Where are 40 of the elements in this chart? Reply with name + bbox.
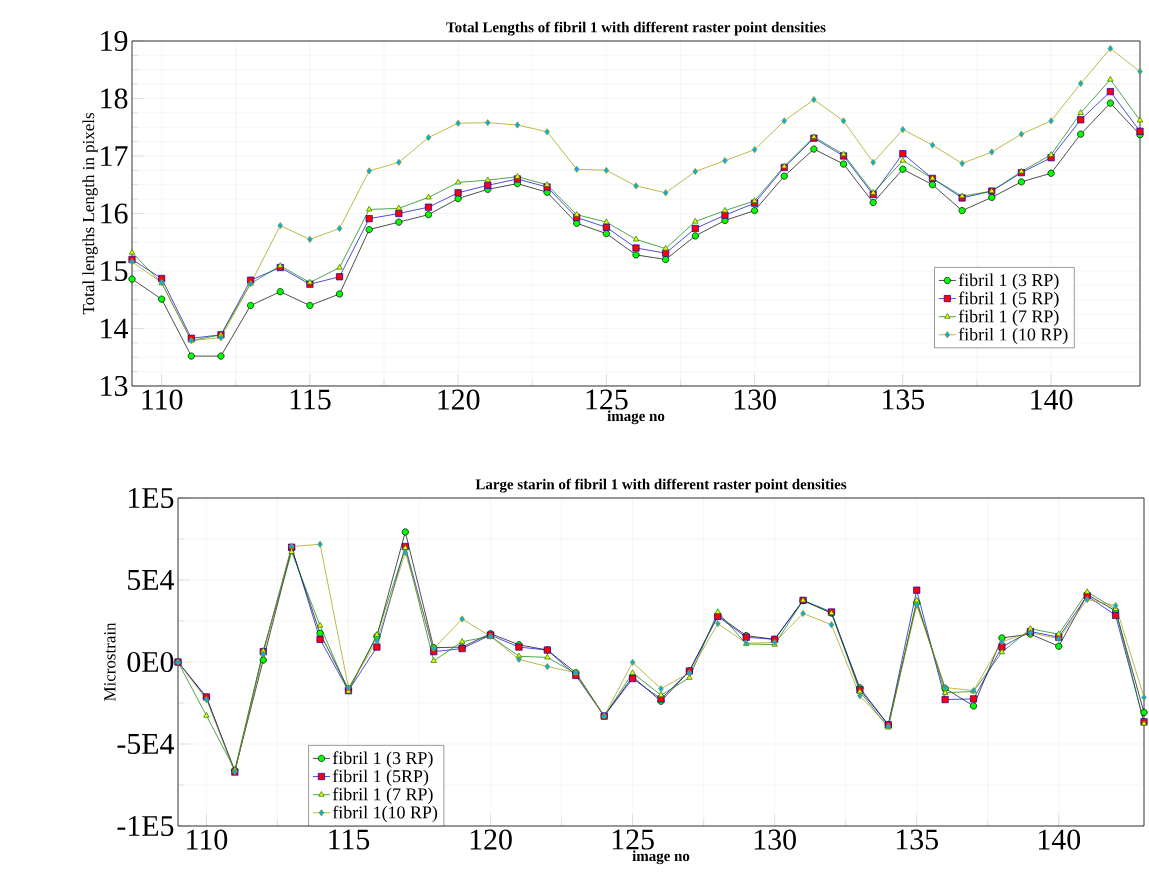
y-tick-label: 16 — [101, 203, 128, 224]
y-axis-title: Microstrain — [104, 622, 116, 702]
legend-label: fibril 1 (7 RP) — [332, 787, 433, 805]
chart-title: Total Lengths of fibril 1 with different raster point densities — [446, 21, 826, 36]
legend-label: fibril 1 (5RP) — [332, 769, 429, 786]
legend-label: fibril 1(10 RP) — [332, 805, 438, 823]
y-tick-label: 18 — [101, 88, 128, 109]
x-axis-title: image no — [607, 410, 665, 425]
x-tick-label: 125 — [586, 389, 628, 410]
y-tick-label: 0E0 — [127, 651, 174, 673]
x-tick-label: 110 — [187, 829, 228, 850]
y-tick-label: -5E4 — [117, 734, 175, 754]
legend-label: fibril 1 (7 RP) — [958, 309, 1059, 327]
x-tick-label: 135 — [883, 389, 925, 410]
x-tick-label: 130 — [754, 829, 796, 850]
legend-label: fibril 1 (3 RP) — [958, 273, 1059, 290]
y-tick-label: 1E5 — [128, 487, 174, 509]
y-tick-label: -1E5 — [117, 815, 174, 837]
x-tick-label: 115 — [290, 389, 331, 410]
x-tick-label: 125 — [612, 829, 654, 850]
y-tick-label: 14 — [101, 318, 129, 339]
y-tick-label: 15 — [101, 260, 128, 282]
y-tick-label: 13 — [101, 375, 128, 397]
legend-label: fibril 1 (3 RP) — [332, 751, 433, 768]
legend-label: fibril 1 (10 RP) — [958, 327, 1068, 345]
x-tick-label: 135 — [896, 829, 938, 850]
y-tick-label: 5E4 — [128, 570, 175, 590]
x-tick-label: 120 — [470, 829, 512, 850]
legend-label: fibril 1 (5 RP) — [958, 291, 1059, 308]
y-axis-title: Total lengths Length in pixels — [82, 113, 98, 315]
x-tick-label: 140 — [1038, 829, 1081, 850]
y-tick-label: 19 — [101, 30, 128, 52]
x-axis-title: image no — [632, 850, 690, 865]
x-tick-label: 130 — [734, 389, 776, 410]
x-tick-label: 115 — [329, 829, 370, 850]
y-tick-label: 17 — [101, 146, 128, 166]
x-tick-label: 110 — [142, 389, 183, 410]
x-tick-label: 140 — [1031, 389, 1073, 410]
chart-title: Large starin of fibril 1 with different raster point densities — [475, 478, 847, 493]
x-tick-label: 120 — [438, 389, 480, 410]
